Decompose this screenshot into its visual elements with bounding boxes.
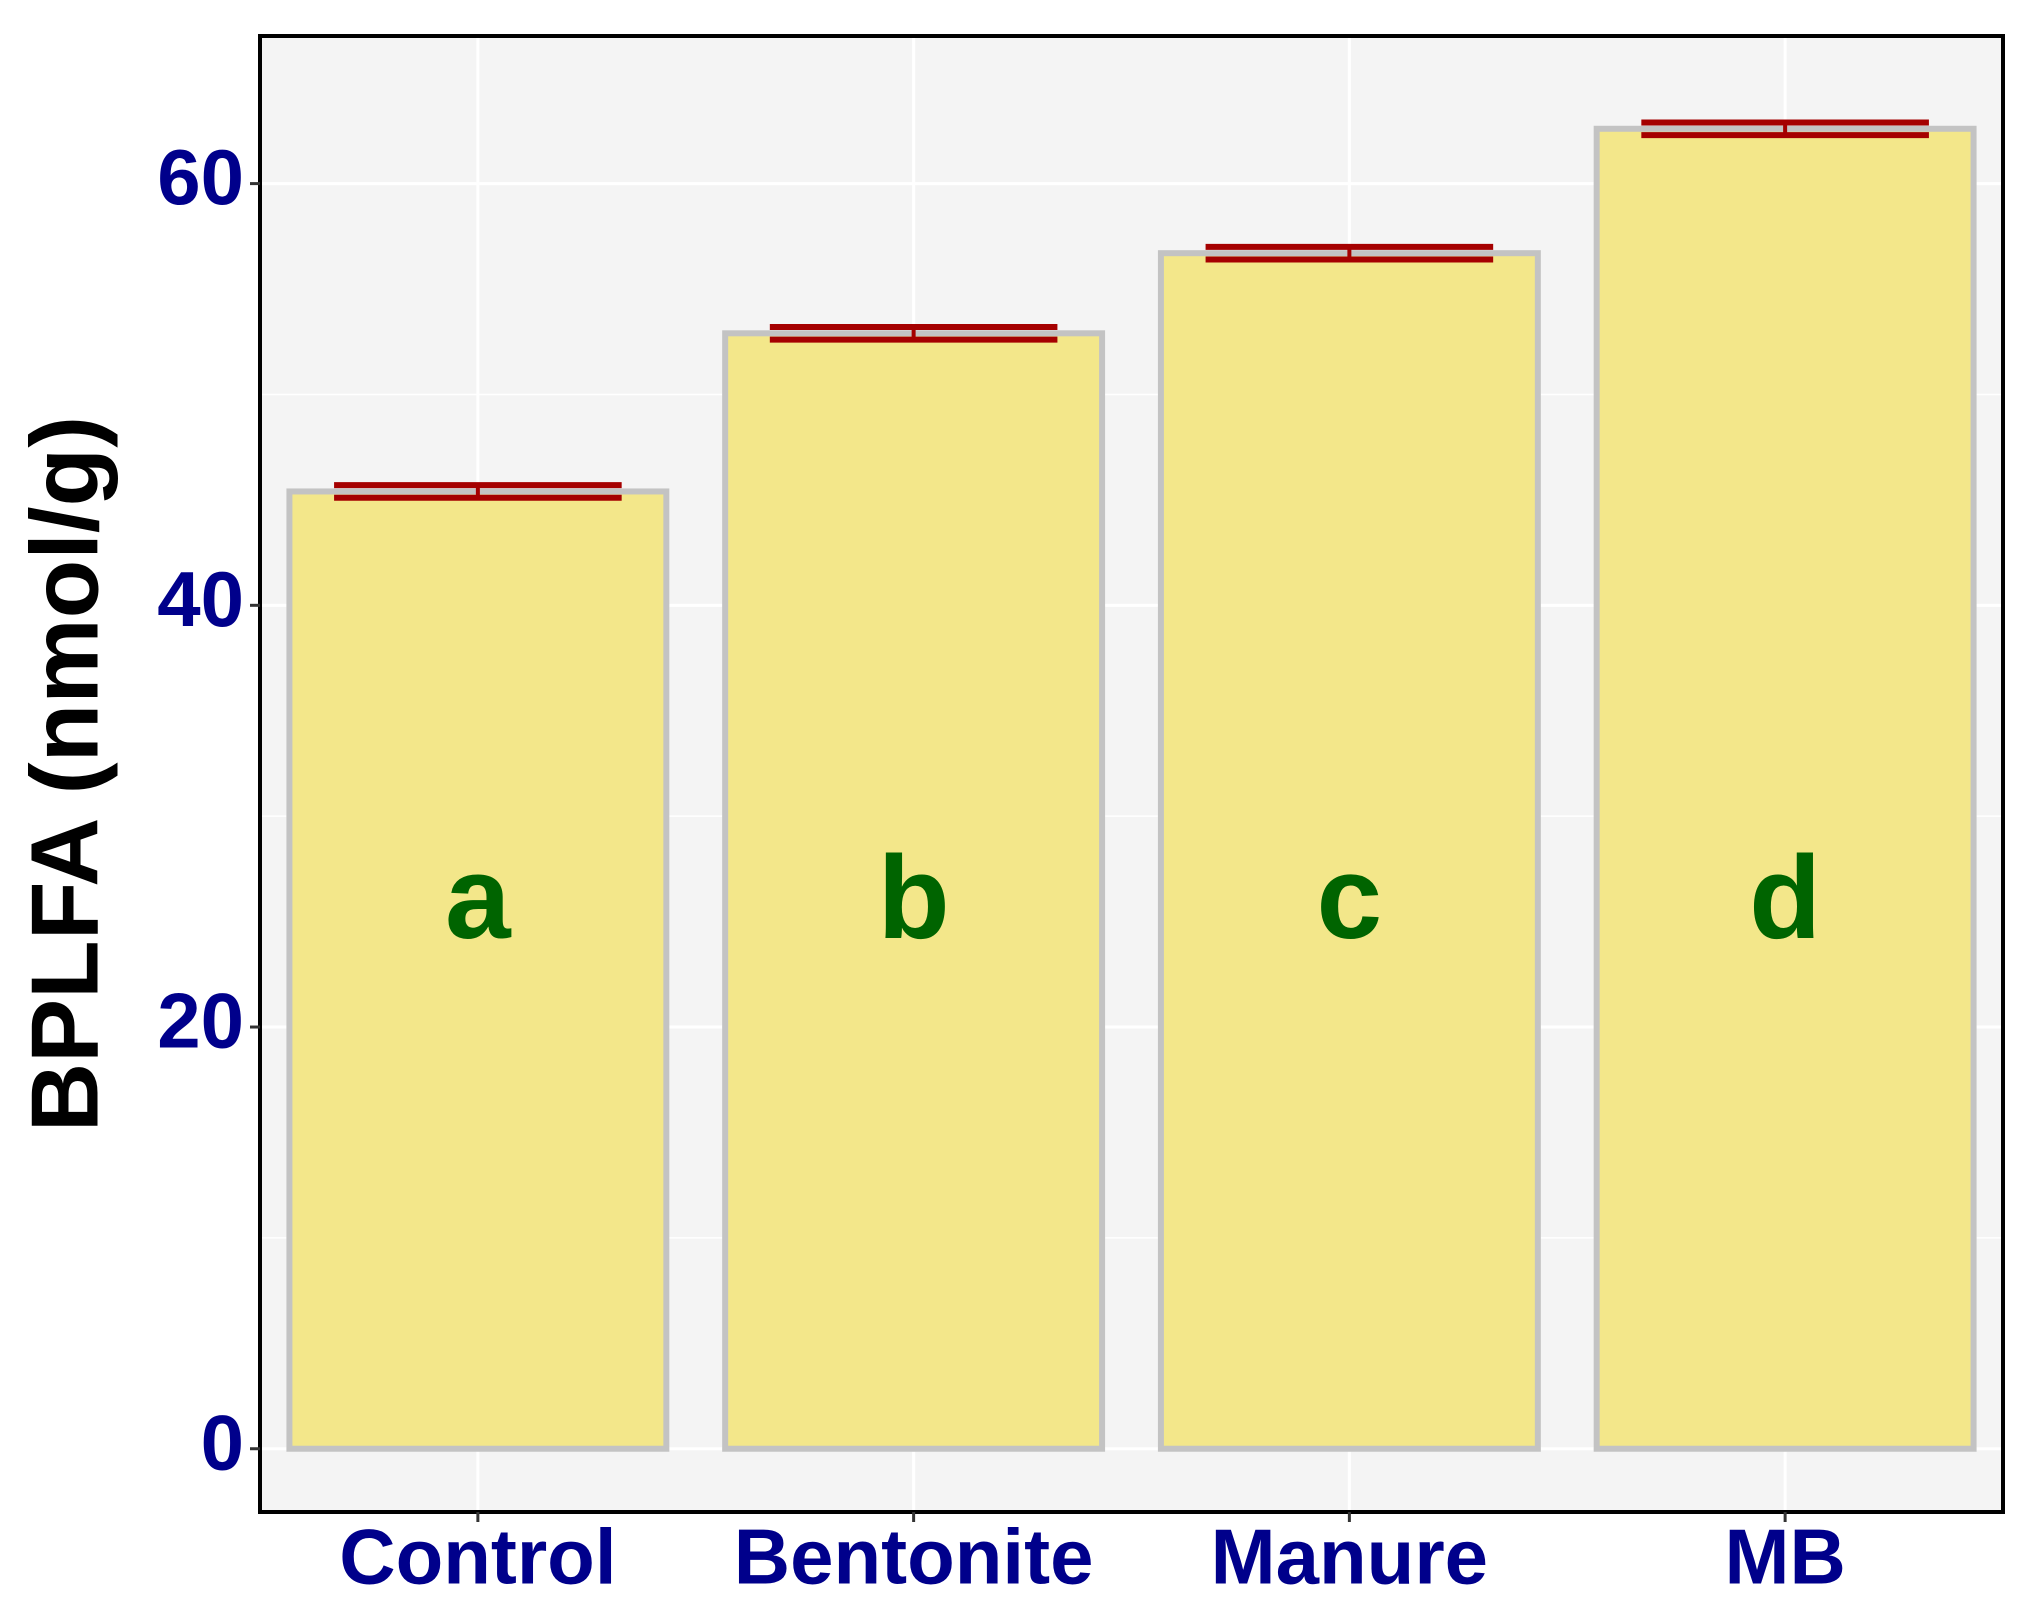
y-tick-label: 20	[157, 977, 244, 1065]
plot-frame	[258, 34, 2005, 1514]
y-axis-title: BPLFA (nmol/g)	[11, 416, 118, 1132]
y-tick-label: 0	[201, 1398, 244, 1486]
error-bar	[769, 323, 1058, 343]
x-tick-label: Bentonite	[734, 1513, 1094, 1601]
error-bar	[334, 482, 622, 501]
y-tick-label: 60	[157, 133, 244, 221]
y-tick-label: 40	[157, 555, 244, 643]
bar	[1157, 250, 1541, 1452]
x-tick-label: Control	[339, 1513, 616, 1601]
x-tick-label: MB	[1724, 1513, 1845, 1601]
x-tick-label: Manure	[1211, 1513, 1488, 1601]
error-bar	[1641, 119, 1929, 139]
plot-layer: a b c d	[260, 36, 2003, 1512]
annotation: c	[1317, 832, 1383, 964]
error-bar	[1205, 243, 1494, 263]
annotation: a	[445, 832, 512, 964]
bar	[1593, 125, 1977, 1452]
bar	[286, 488, 670, 1452]
annotation: b	[878, 832, 950, 964]
annotation: d	[1749, 832, 1821, 964]
